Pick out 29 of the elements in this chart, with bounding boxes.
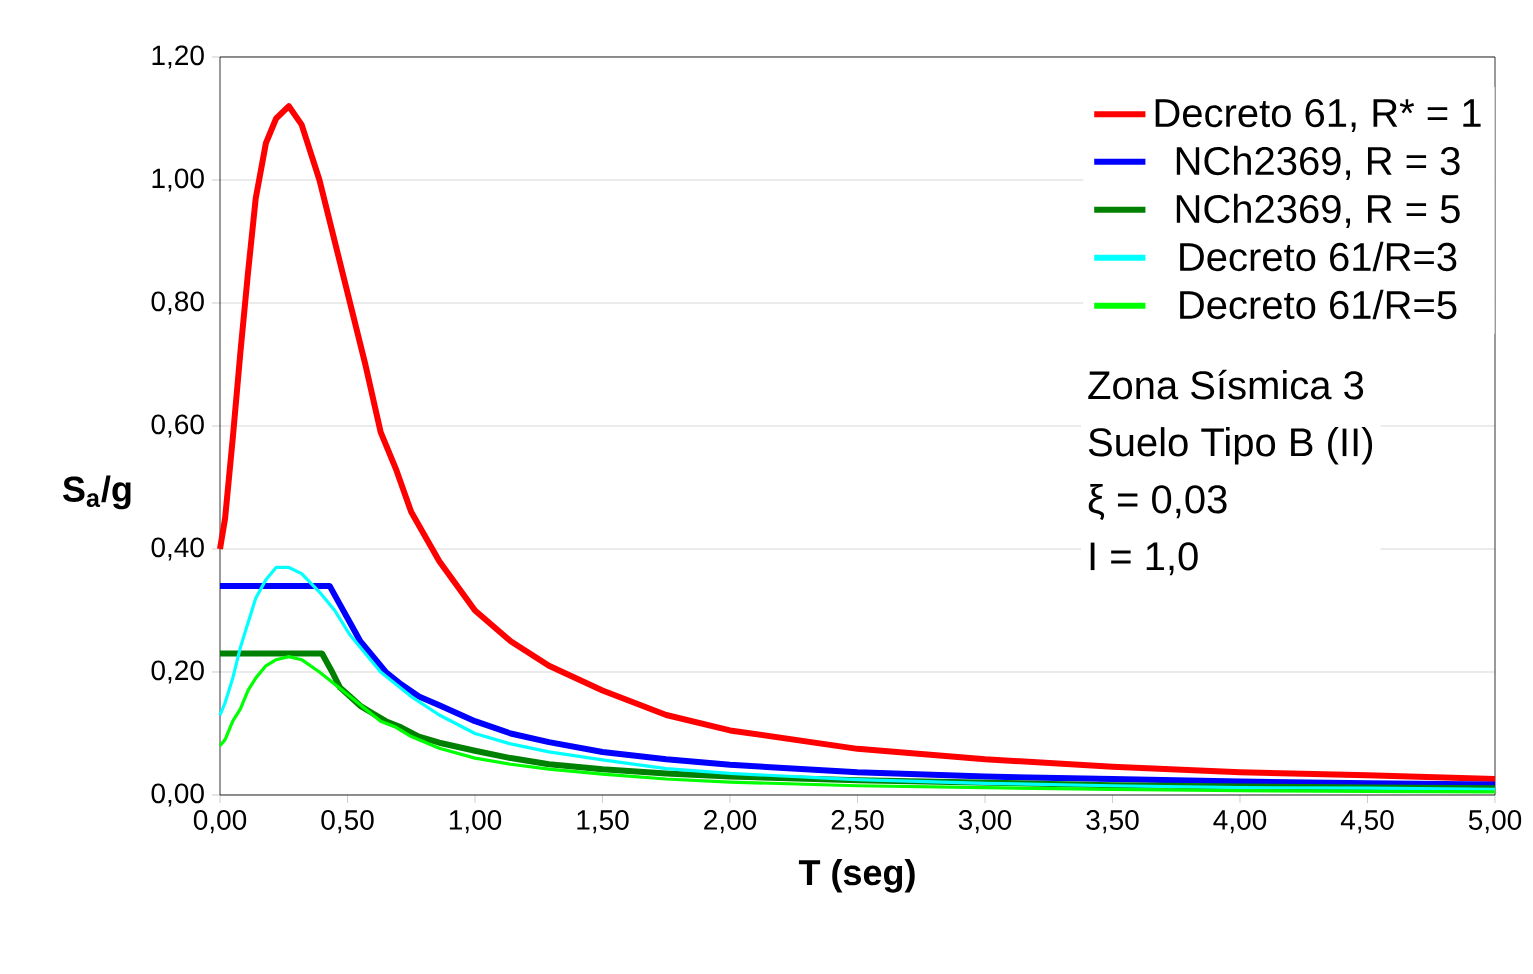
legend-label: Decreto 61/R=3 [1180,241,1457,272]
legend-label: Decreto 61/R=5 [1180,289,1457,320]
x-tick-label: 2,00 [704,810,757,834]
legend-label: NCh2369, R = 3 [1176,145,1460,180]
x-tick-label: 5,00 [1468,810,1522,834]
x-tick-label: 0,50 [321,810,374,834]
x-tick-label: 4,00 [1213,810,1267,834]
annotation: Zona Sísmica 3 [1088,369,1364,400]
y-tick-label: 0,20 [151,660,204,684]
y-tick-label: 0,80 [151,291,204,315]
annotation: I = 1,0 [1090,542,1198,576]
annotation: Suelo Tipo B (II) [1088,427,1373,465]
x-tick-label: 1,00 [449,810,502,834]
y-tick-label: 1,00 [152,168,204,192]
annotation: ξ = 0,03 [1088,484,1227,521]
x-tick-label: 2,50 [831,810,884,834]
x-tick-label: 3,50 [1086,810,1139,834]
legend-label: NCh2369, R = 5 [1176,193,1460,228]
y-tick-label: 1,20 [152,45,204,69]
y-tick-label: 0,60 [151,414,204,438]
legend-label: Decreto 61, R* = 1 [1155,98,1481,132]
y-tick-label: 0,40 [151,537,204,561]
x-tick-label: 0,00 [193,810,247,834]
x-tick-label: 1,50 [577,810,629,834]
y-tick-label: 0,00 [151,783,204,807]
x-tick-label: 3,00 [958,810,1012,834]
x-axis-title: T (seg) [798,858,915,893]
text: S$_{a}$/g [62,475,131,510]
x-tick-label: 4,50 [1340,810,1394,834]
